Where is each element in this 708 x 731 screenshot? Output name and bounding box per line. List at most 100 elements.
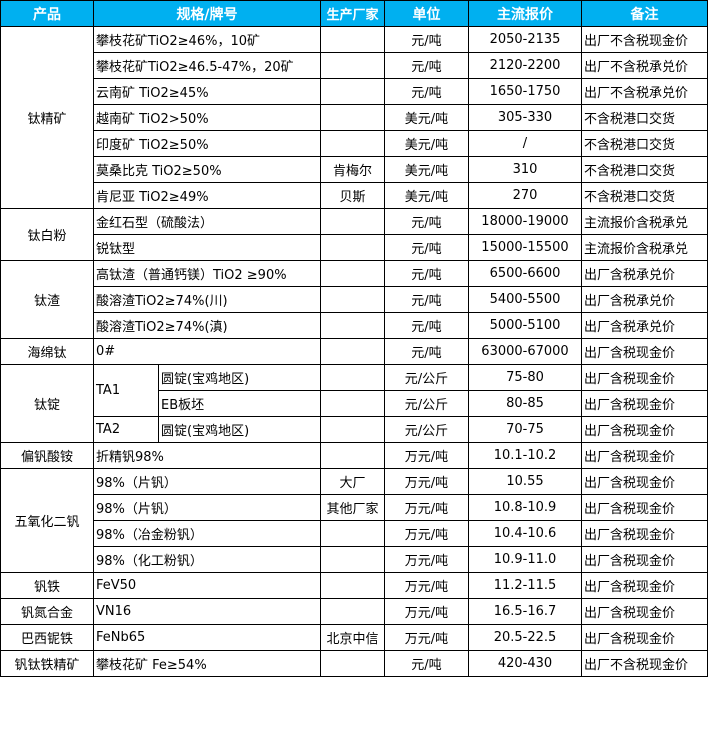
- spec-cell: FeNb65: [93, 624, 321, 651]
- spec-cell: 圆锭(宝鸡地区): [158, 364, 321, 391]
- table-row: 98%（化工粉钒） 万元/吨 10.9-11.0 出厂含税现金价: [1, 546, 708, 573]
- product-cell: 巴西铌铁: [0, 624, 94, 651]
- price-cell: /: [468, 130, 582, 157]
- note-cell: 出厂含税现金价: [581, 390, 708, 417]
- unit-cell: 元/公斤: [384, 416, 469, 443]
- price-cell: 6500-6600: [468, 260, 582, 287]
- maker-cell: [320, 78, 385, 105]
- maker-cell: [320, 208, 385, 235]
- note-cell: 主流报价含税承兑: [581, 234, 708, 261]
- table-row: 钛精矿 攀枝花矿TiO2≥46%，10矿 元/吨 2050-2135 出厂不含税现金价: [0, 26, 708, 209]
- price-cell: 10.8-10.9: [468, 494, 582, 521]
- maker-cell: [320, 312, 385, 339]
- price-cell: 5000-5100: [468, 312, 582, 339]
- unit-cell: 元/公斤: [384, 390, 469, 417]
- price-cell: 75-80: [468, 364, 582, 391]
- note-cell: 出厂含税现金价: [581, 468, 708, 495]
- unit-cell: 元/吨: [384, 260, 469, 287]
- maker-cell: [320, 572, 385, 599]
- maker-cell: [320, 260, 385, 287]
- table-row: 钛白粉 金红石型（硫酸法） 元/吨 18000-19000 主流报价含税承兑: [0, 208, 708, 261]
- header-unit: 单位: [384, 0, 469, 27]
- note-cell: 出厂含税现金价: [581, 624, 708, 651]
- price-cell: 2050-2135: [468, 26, 582, 53]
- unit-cell: 元/吨: [384, 650, 469, 677]
- unit-cell: 万元/吨: [384, 624, 469, 651]
- header-maker: 生产厂家: [320, 0, 385, 27]
- spec-cell: 金红石型（硫酸法）: [93, 208, 321, 235]
- note-cell: 出厂含税承兑价: [581, 312, 708, 339]
- header-spec: 规格/牌号: [93, 0, 321, 27]
- spec-cell: EB板坯: [158, 390, 321, 417]
- note-cell: 出厂含税现金价: [581, 442, 708, 469]
- maker-cell: 贝斯: [320, 182, 385, 209]
- maker-cell: 其他厂家: [320, 494, 385, 521]
- spec-cell: 酸溶渣TiO2≥74%(川): [93, 286, 321, 313]
- product-cell: 海绵钛: [0, 338, 94, 365]
- maker-cell: [320, 650, 385, 677]
- maker-cell: 北京中信: [320, 624, 385, 651]
- price-cell: 5400-5500: [468, 286, 582, 313]
- price-cell: 63000-67000: [468, 338, 582, 365]
- table-row: 酸溶渣TiO2≥74%(川) 元/吨 5400-5500 出厂含税承兑价: [1, 286, 708, 313]
- table-row: 肯尼亚 TiO2≥49% 贝斯 美元/吨 270 不含税港口交货: [1, 182, 708, 209]
- unit-cell: 万元/吨: [384, 546, 469, 573]
- maker-cell: [320, 286, 385, 313]
- spec-cell: 折精钒98%: [93, 442, 321, 469]
- price-cell: 420-430: [468, 650, 582, 677]
- note-cell: 不含税港口交货: [581, 130, 708, 157]
- header-note: 备注: [581, 0, 708, 27]
- price-cell: 80-85: [468, 390, 582, 417]
- maker-cell: [320, 338, 385, 365]
- header-row: 产品 规格/牌号 生产厂家 单位 主流报价 备注: [0, 0, 708, 27]
- table-row: 巴西铌铁 FeNb65 北京中信 万元/吨 20.5-22.5 出厂含税现金价: [0, 624, 708, 651]
- table-row: 偏钒酸铵 折精钒98% 万元/吨 10.1-10.2 出厂含税现金价: [0, 442, 708, 469]
- header-product: 产品: [0, 0, 94, 27]
- maker-cell: [320, 26, 385, 53]
- unit-cell: 万元/吨: [384, 598, 469, 625]
- note-cell: 出厂含税现金价: [581, 494, 708, 521]
- spec-cell: 云南矿 TiO2≥45%: [93, 78, 321, 105]
- spec-cell: 98%（化工粉钒）: [93, 546, 321, 573]
- spec-cell: 攀枝花矿TiO2≥46.5-47%，20矿: [93, 52, 321, 79]
- note-cell: 不含税港口交货: [581, 182, 708, 209]
- table-row: 五氧化二钒 98%（片钒） 大厂 万元/吨 10.55 出厂含税现金价: [0, 468, 708, 573]
- table-row: 钛锭 TA1 圆锭(宝鸡地区) 元/公斤 75-80 出厂含税现金价: [0, 364, 708, 443]
- price-cell: 1650-1750: [468, 78, 582, 105]
- table-row: 莫桑比克 TiO2≥50% 肯梅尔 美元/吨 310 不含税港口交货: [1, 156, 708, 183]
- note-cell: 不含税港口交货: [581, 156, 708, 183]
- maker-cell: [320, 130, 385, 157]
- price-cell: 2120-2200: [468, 52, 582, 79]
- table-row: 酸溶渣TiO2≥74%(滇) 元/吨 5000-5100 出厂含税承兑价: [1, 312, 708, 339]
- table-row: 98%（冶金粉钒） 万元/吨 10.4-10.6 出厂含税现金价: [1, 520, 708, 547]
- unit-cell: 元/吨: [384, 52, 469, 79]
- maker-cell: [320, 442, 385, 469]
- price-cell: 11.2-11.5: [468, 572, 582, 599]
- note-cell: 出厂含税现金价: [581, 416, 708, 443]
- price-cell: 15000-15500: [468, 234, 582, 261]
- note-cell: 出厂不含税现金价: [581, 650, 708, 677]
- price-cell: 10.55: [468, 468, 582, 495]
- note-cell: 出厂不含税现金价: [581, 26, 708, 53]
- note-cell: 主流报价含税承兑: [581, 208, 708, 235]
- price-table: 产品 规格/牌号 生产厂家 单位 主流报价 备注 钛精矿 攀枝花矿TiO2≥46%…: [0, 0, 708, 677]
- price-cell: 10.9-11.0: [468, 546, 582, 573]
- note-cell: 出厂不含税承兑价: [581, 78, 708, 105]
- table-row: 钒钛铁精矿 攀枝花矿 Fe≥54% 元/吨 420-430 出厂不含税现金价: [0, 650, 708, 677]
- product-cell: 钛锭: [0, 364, 94, 443]
- note-cell: 出厂含税承兑价: [581, 260, 708, 287]
- product-cell: 钒钛铁精矿: [0, 650, 94, 677]
- note-cell: 出厂不含税承兑价: [581, 52, 708, 79]
- product-cell: 钛白粉: [0, 208, 94, 261]
- unit-cell: 万元/吨: [384, 442, 469, 469]
- spec-cell: FeV50: [93, 572, 321, 599]
- unit-cell: 万元/吨: [384, 494, 469, 521]
- price-cell: 70-75: [468, 416, 582, 443]
- product-cell: 钛精矿: [0, 26, 94, 209]
- maker-cell: [320, 364, 385, 391]
- spec-cell: 锐钛型: [93, 234, 321, 261]
- note-cell: 出厂含税现金价: [581, 572, 708, 599]
- note-cell: 出厂含税承兑价: [581, 286, 708, 313]
- spec-cell: 98%（冶金粉钒）: [93, 520, 321, 547]
- table-row: 钒铁 FeV50 万元/吨 11.2-11.5 出厂含税现金价: [0, 572, 708, 599]
